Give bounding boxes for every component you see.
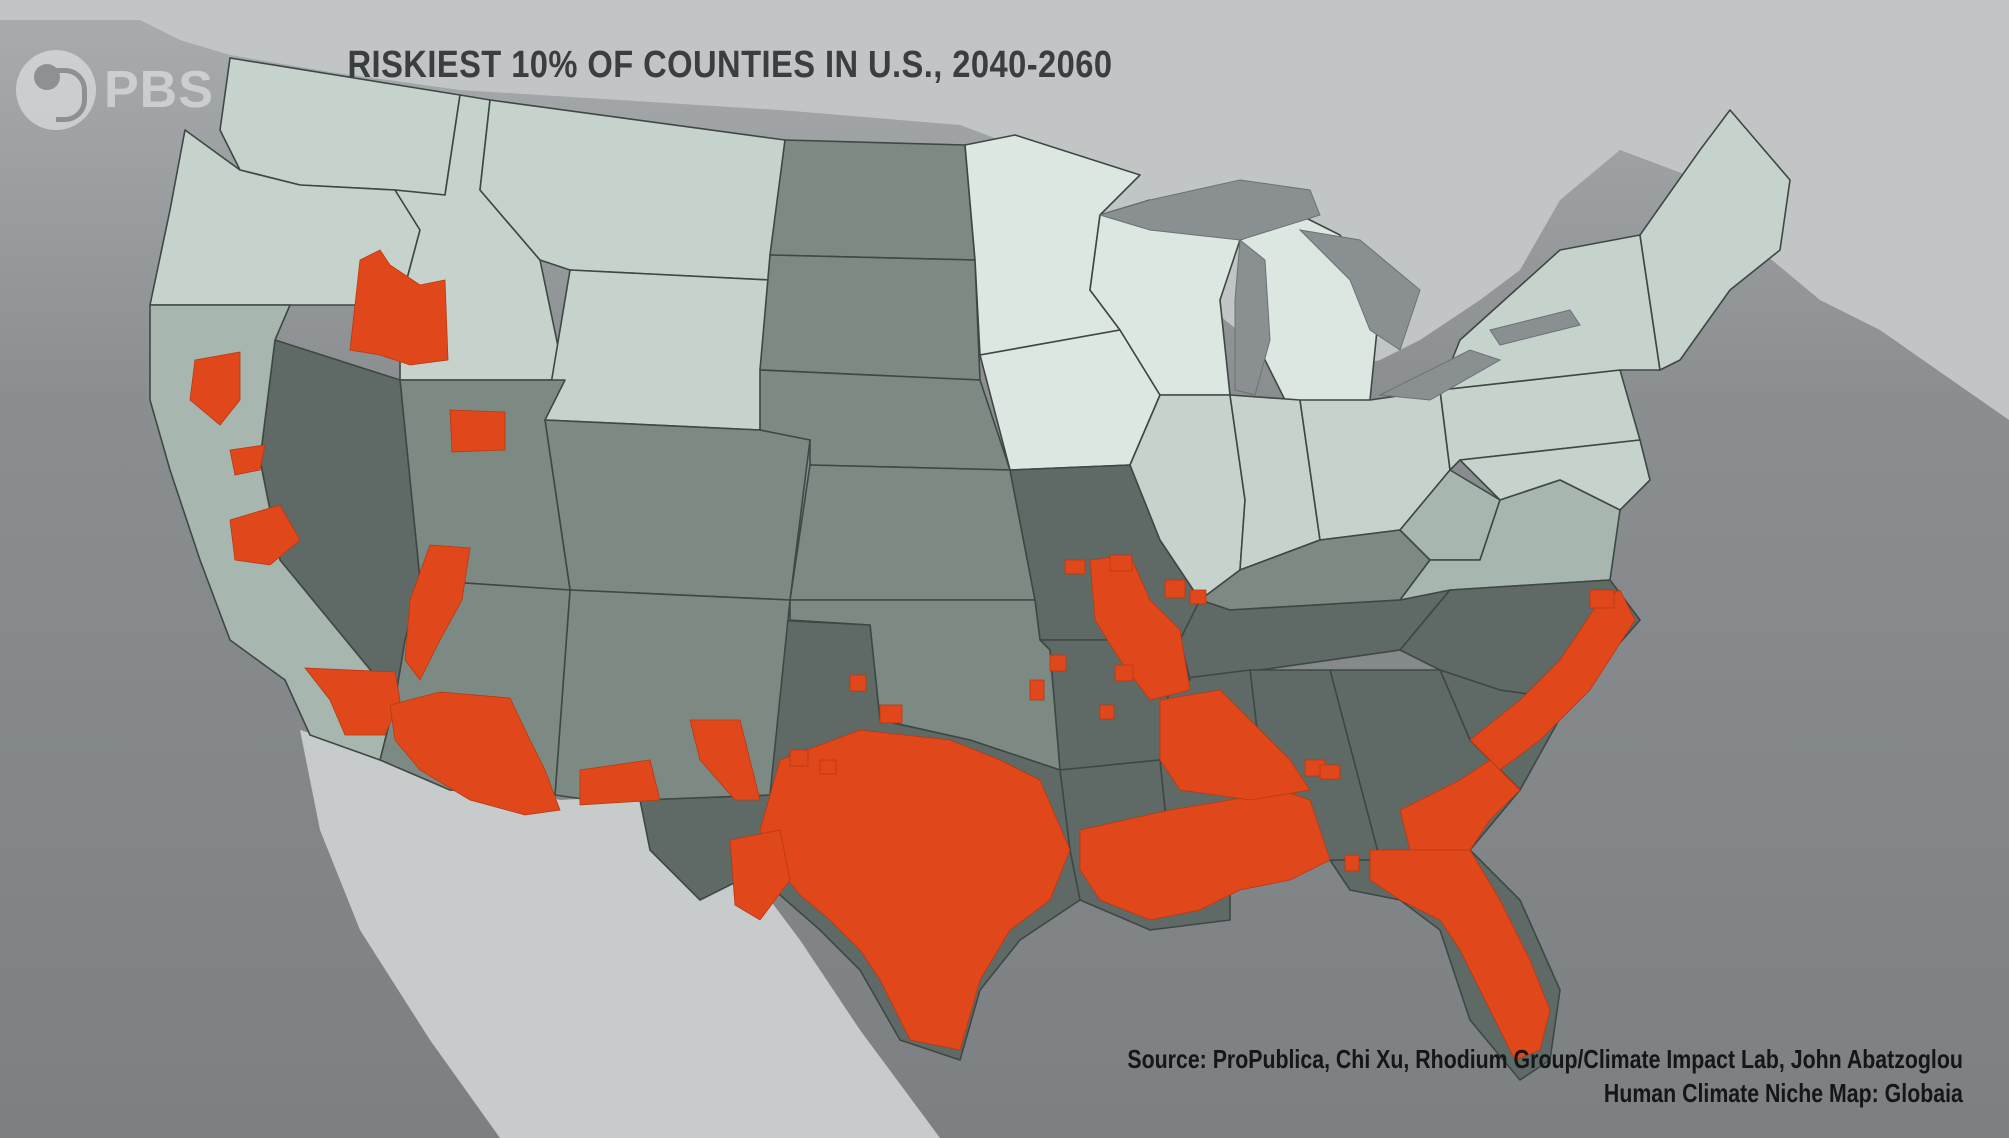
lake-erie [1378, 349, 1502, 401]
state-wyoming [544, 269, 771, 431]
source-line-2: Human Climate Niche Map: Globaia [1604, 1078, 1963, 1108]
riskiest-county-cluster-idaho [349, 249, 449, 366]
riskiest-county-scatter [1064, 559, 1086, 575]
riskiest-county-cluster-norcal-2 [229, 444, 266, 476]
canada-landmass [0, 0, 2009, 420]
riskiest-county-scatter [1344, 854, 1360, 872]
map-title: RISKIEST 10% OF COUNTIES IN U.S., 2040-2… [347, 44, 1113, 86]
riskiest-county-cluster-s-arizona [389, 691, 561, 816]
state-south-dakota [759, 254, 981, 381]
source-credit: Source: ProPublica, Chi Xu, Rhodium Grou… [1128, 1042, 1963, 1110]
riskiest-county-cluster-utah [449, 409, 506, 453]
riskiest-county-cluster-socal [304, 667, 401, 736]
baja-peninsula [310, 735, 450, 1010]
source-line-1: Source: ProPublica, Chi Xu, Rhodium Grou… [1127, 1044, 1963, 1074]
state-new-england [1639, 109, 1791, 371]
pbs-head-icon [16, 50, 96, 130]
riskiest-county-scatter [1164, 579, 1186, 599]
riskiest-county-scatter [849, 674, 867, 692]
riskiest-county-scatter [1049, 654, 1067, 672]
riskiest-county-cluster-texas-central [759, 729, 1071, 1051]
riskiest-county-cluster-cencal [229, 504, 301, 566]
riskiest-county-cluster-florida [1369, 849, 1551, 1061]
riskiest-county-scatter [1589, 589, 1615, 609]
riskiest-county-scatter [1319, 764, 1341, 780]
lake-huron [1298, 229, 1421, 351]
riskiest-county-scatter [789, 749, 809, 767]
riskiest-county-scatter [1099, 704, 1115, 720]
riskiest-county-scatter [1189, 589, 1207, 605]
riskiest-county-scatter [879, 704, 903, 724]
riskiest-counties-layer [189, 249, 1636, 1061]
riskiest-county-cluster-carolinas [1469, 589, 1636, 771]
riskiest-county-cluster-norcal-1 [189, 351, 241, 426]
pbs-logo: PBS [16, 50, 214, 130]
riskiest-county-cluster-colorado-river [404, 544, 471, 681]
riskiest-county-cluster-mississippi-alabama [1159, 689, 1311, 801]
riskiest-county-cluster-arkansas [1089, 554, 1191, 701]
mexico-landmass [300, 730, 940, 1138]
state-kansas [789, 464, 1036, 601]
riskiest-county-cluster-texas-west [729, 829, 791, 921]
lake-michigan [1234, 239, 1271, 396]
lake-superior [1098, 179, 1321, 241]
riskiest-county-scatter [819, 759, 837, 775]
riskiest-county-cluster-se-newmexico [689, 719, 761, 801]
riskiest-county-scatter [1029, 679, 1045, 701]
riskiest-county-scatter [1114, 664, 1134, 682]
pbs-logo-text: PBS [104, 61, 214, 119]
riskiest-county-cluster-gulf-coast [1079, 789, 1331, 921]
state-north-dakota [769, 139, 976, 261]
riskiest-county-cluster-s-newmexico [579, 759, 661, 806]
lake-ontario [1489, 309, 1581, 346]
riskiest-county-scatter [1109, 554, 1133, 572]
state-colorado [544, 419, 811, 601]
great-lakes [1098, 179, 1581, 401]
state-virginia [1399, 479, 1621, 601]
